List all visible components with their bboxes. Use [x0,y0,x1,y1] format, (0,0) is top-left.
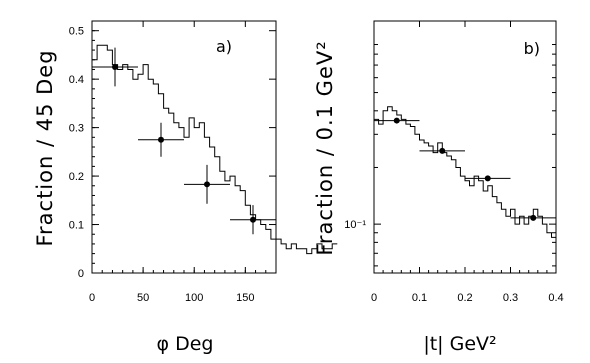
panel-a-marker [158,136,164,143]
panel-a-data-point [230,205,276,235]
panel-b-xtick-label: 0.3 [503,292,518,304]
panel-a: Fraction / 45 Deg a) φ Deg 0 50 100 150 0 0.1… [33,20,338,355]
panel-a-ytick-label: 0.3 [69,123,84,135]
panel-b-data-point [465,175,511,182]
panel-b-marker [393,117,400,124]
panel-a-data-points [92,47,276,235]
panel-b-label: b) [524,39,540,58]
panel-a-marker [204,181,210,188]
panel-b-data-points [374,117,556,221]
panel-b-xtick-label: 0.4 [548,292,563,304]
panel-b-marker [530,214,537,221]
panel-a-marker [250,216,256,223]
panel-a-data-point [138,122,184,157]
panel-b-xtick-label: 0.2 [457,292,472,304]
panel-b-frame [373,20,557,274]
panel-b-marker [439,147,446,154]
panel-a-marker [112,64,118,71]
panel-b-xtick-label: 0 [371,292,377,304]
panel-a-ylabel: Fraction / 45 Deg [33,49,57,246]
panel-a-xtick-label: 0 [89,292,95,304]
panel-a-frame [91,20,277,274]
panel-b-ylabel: Fraction / 0.1 GeV² [313,40,337,255]
panel-a-ytick-label: 0 [78,268,84,280]
panel-a-xtick-label: 150 [236,292,254,304]
panel-b-data-point [510,214,556,221]
panel-b-marker [484,175,491,182]
panel-a-xtick-label: 100 [185,292,203,304]
panel-b-data-point [419,147,465,154]
panel-a-label: a) [216,37,232,56]
panel-a-histogram-line [92,44,338,255]
panel-b-ticks: 0 0.1 0.2 0.3 0.4 10⁻¹ [344,21,564,304]
panel-a-data-point [184,164,230,204]
panel-a-xlabel: φ Deg [157,333,214,355]
panel-b-xtick-label: 0.1 [412,292,427,304]
panel-a-ytick-label: 0.4 [69,74,84,86]
panel-a-ytick-label: 0.2 [69,171,84,183]
panel-b: Fraction / 0.1 GeV² b) |t| GeV² 0 0.1 0.2 0… [313,20,564,355]
panel-a-ticks: 0 50 100 150 0 0.1 0.2 0.3 0.4 0.5 [69,20,277,304]
panel-a-data-point [92,47,138,87]
panel-b-data-point [374,117,420,124]
panel-a-xtick-label: 50 [137,292,149,304]
panel-a-ytick-label: 0.1 [69,220,84,232]
panel-b-xlabel: |t| GeV² [423,333,496,355]
panel-a-ytick-label: 0.5 [69,26,84,38]
panel-b-ytick-label: 10⁻¹ [344,219,366,231]
panel-a-histogram [92,44,338,255]
